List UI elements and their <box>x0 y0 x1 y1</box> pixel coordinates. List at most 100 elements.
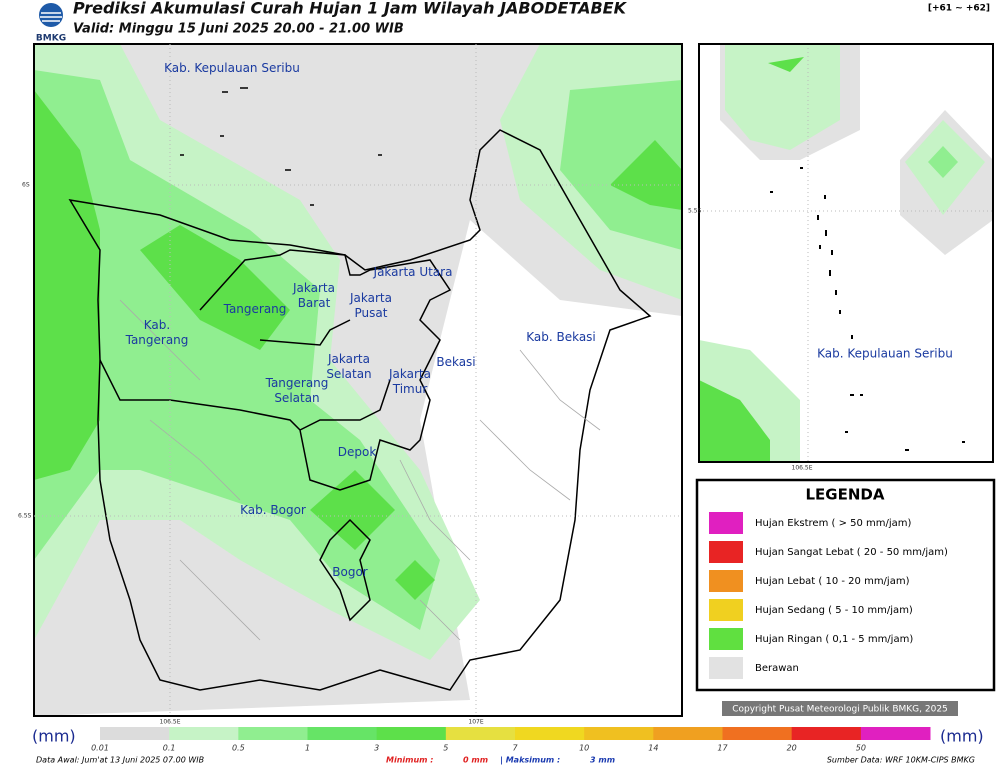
run-range: [+61 ~ +62] <box>928 4 990 14</box>
legend-box <box>695 478 996 692</box>
map-label-line: Bekasi <box>436 355 475 369</box>
map-label-line: Depok <box>338 445 377 459</box>
colorbar: 0.01 0.1 0.5 1 3 5 7 10 14 17 20 50 <box>91 727 931 753</box>
colorbar-label: 14 <box>648 744 658 753</box>
copyright: Copyright Pusat Meteorologi Publik BMKG,… <box>732 705 948 715</box>
map-label-line: Kab. Kepulauan Seribu <box>164 61 300 75</box>
colorbar-label: 0.1 <box>163 744 176 753</box>
moderate-area <box>140 225 290 350</box>
map-label: Kab. Tangerang <box>125 318 189 347</box>
colorbar-label: 20 <box>787 744 797 753</box>
colorbar-segment <box>860 727 931 740</box>
inset-label: Kab. Kepulauan Seribu <box>817 347 953 361</box>
map-label-line: Jakarta <box>388 367 431 381</box>
islands <box>180 87 382 206</box>
max-label: | Maksimum : <box>500 756 560 765</box>
legend: LEGENDA Hujan Ekstrem ( > 50 mm/jam)Huja… <box>695 478 996 692</box>
colorbar-label: 10 <box>579 744 589 753</box>
colorbar-label: 5 <box>443 744 448 753</box>
map-label: Jakarta Barat <box>292 281 335 310</box>
colorbar-segment <box>169 727 239 740</box>
map-label: Tangerang <box>223 302 287 316</box>
colorbar-segment <box>722 727 793 740</box>
legend-label: Berawan <box>755 663 799 674</box>
map-label-line: Jakarta <box>327 352 370 366</box>
map-label-line: Timur <box>392 382 428 396</box>
legend-label: Hujan Sangat Lebat ( 20 - 50 mm/jam) <box>755 547 948 558</box>
legend-swatch <box>709 512 743 534</box>
moderate-area <box>34 90 100 480</box>
map-label-line: Tangerang <box>223 302 287 316</box>
map-label-line: Selatan <box>274 391 319 405</box>
legend-items: Hujan Ekstrem ( > 50 mm/jam) Hujan Sangat… <box>709 512 948 679</box>
map-label: Bekasi <box>436 355 475 369</box>
map-label: Kab. Kepulauan Seribu <box>164 61 300 75</box>
legend-swatch <box>709 541 743 563</box>
moderate-area <box>699 380 770 462</box>
max-value: 3 mm <box>590 756 615 765</box>
map-label-line: Bogor <box>332 565 368 579</box>
min-label: Minimum : <box>386 756 434 765</box>
colorbar-segment <box>100 727 170 740</box>
map-label-line: Jakarta <box>292 281 335 295</box>
moderate-area <box>610 140 682 210</box>
map-label-line: Barat <box>298 296 331 310</box>
map-label: Tangerang Selatan <box>265 376 329 405</box>
inset-map: Kab. Kepulauan Seribu 5.5S 106.5E <box>688 43 994 472</box>
colorbar-label: 3 <box>374 744 379 753</box>
inset-frame <box>698 43 994 463</box>
map-label-line: Kab. <box>144 318 170 332</box>
title: Prediksi Akumulasi Curah Hujan 1 Jam Wil… <box>73 0 628 18</box>
graticule <box>699 44 993 462</box>
lon-tick: 107E <box>468 719 483 726</box>
moderate-area <box>310 470 395 550</box>
valid-time: Valid: Minggu 15 Juni 2025 20.00 - 21.00… <box>73 22 404 37</box>
min-value: 0 mm <box>463 756 488 765</box>
map-label: Kab. Bogor <box>240 503 306 517</box>
legend-swatch <box>709 628 743 650</box>
graticule <box>34 44 682 716</box>
legend-swatch <box>709 570 743 592</box>
source: Sumber Data: WRF 10KM-CIPS BMKG <box>827 756 975 765</box>
colorbar-segment <box>376 727 447 740</box>
legend-title: LEGENDA <box>806 486 885 504</box>
map-label-line: Kab. Bekasi <box>526 330 596 344</box>
colorbar-segment <box>653 727 723 740</box>
colorbar-unit: (mm) <box>32 727 76 746</box>
map-label-line: Tangerang <box>265 376 329 390</box>
lon-tick: 106.5E <box>792 465 813 472</box>
colorbar-label: 0.5 <box>232 744 245 753</box>
legend-swatch <box>709 599 743 621</box>
map-label: Kab. Bekasi <box>526 330 596 344</box>
logo-lines <box>40 12 62 22</box>
subdistrict-lines <box>119 299 601 641</box>
colorbar-label: 7 <box>512 744 518 753</box>
map-label: Jakarta Utara <box>373 265 453 279</box>
legend-label: Hujan Ringan ( 0,1 - 5 mm/jam) <box>755 634 913 645</box>
logo-text: BMKG <box>36 34 66 44</box>
rain-area <box>560 80 682 250</box>
islands <box>770 167 965 451</box>
colorbar-unit: (mm) <box>940 727 984 746</box>
lon-tick: 106.5E <box>160 719 181 726</box>
colorbar-label: 50 <box>856 744 866 753</box>
map-frame <box>33 43 683 717</box>
map-label: Jakarta Timur <box>388 367 431 396</box>
map-label-line: Tangerang <box>125 333 189 347</box>
main-map: Kab. Kepulauan Seribu Jakarta Utara Jakart… <box>18 43 683 726</box>
lat-tick: 5.5S <box>688 208 702 215</box>
map-label-line: Jakarta <box>349 291 392 305</box>
map-label-line: Kab. Bogor <box>240 503 306 517</box>
colorbar-label: 0.01 <box>91 744 109 753</box>
moderate-area <box>395 560 435 600</box>
map-label-line: Pusat <box>355 306 388 320</box>
copyright-box <box>722 701 958 716</box>
map-label: Jakarta Selatan <box>326 352 371 381</box>
lat-tick: 6S <box>22 182 30 189</box>
rain-area <box>928 146 958 178</box>
colorbar-segment <box>445 727 516 740</box>
map-label: Depok <box>338 445 377 459</box>
colorbar-segment <box>584 727 654 740</box>
legend-label: Hujan Lebat ( 10 - 20 mm/jam) <box>755 576 910 587</box>
